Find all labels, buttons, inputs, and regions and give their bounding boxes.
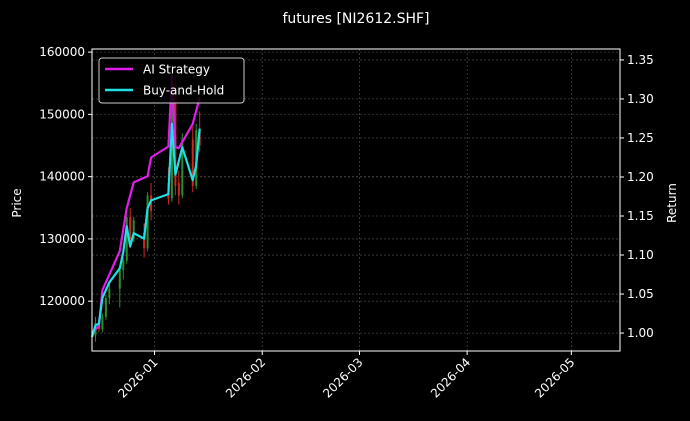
return-lines <box>90 75 201 338</box>
left-tick-label-140000: 140000 <box>39 170 85 184</box>
candle-body <box>129 217 132 239</box>
candle-2025-12-18 <box>104 294 107 320</box>
candle-body <box>125 217 128 261</box>
series-line-buy-and-hold <box>90 122 201 338</box>
right-tick-label-1-1: 1.10 <box>627 248 654 262</box>
candle-body <box>132 220 135 239</box>
candle-body <box>104 298 107 317</box>
candle-body <box>177 182 180 196</box>
candle-body <box>146 195 149 249</box>
chart-title: futures [NI2612.SHF] <box>282 11 429 27</box>
right-y-axis: 1.00 1.05 1.10 1.15 1.20 1.25 1.30 1.35 <box>620 53 654 340</box>
candle-body <box>143 232 146 249</box>
candle-body <box>122 260 125 271</box>
legend: AI Strategy Buy-and-Hold <box>98 57 245 104</box>
candle-2026-01-08 <box>177 170 180 205</box>
candle-2026-01-12 <box>191 126 194 193</box>
left-tick-label-120000: 120000 <box>39 294 85 308</box>
candle-2025-12-19 <box>108 282 111 305</box>
candle-2025-12-17 <box>101 313 104 333</box>
left-y-axis: 120000 130000 140000 150000 160000 <box>39 45 92 308</box>
candle-body <box>118 270 121 289</box>
right-tick-label-1-05: 1.05 <box>627 287 654 301</box>
candle-2025-12-30 <box>146 192 149 252</box>
series-line-ai-strategy <box>91 75 201 334</box>
right-tick-label-1-25: 1.25 <box>627 131 654 145</box>
candle-2025-12-24 <box>125 214 128 264</box>
right-tick-label-1-2: 1.20 <box>627 170 654 184</box>
candle-body <box>108 288 111 299</box>
legend-label-ai-strategy: AI Strategy <box>143 63 210 77</box>
candle-body <box>191 139 194 186</box>
legend-box <box>98 57 245 104</box>
right-tick-label-1-15: 1.15 <box>627 209 654 223</box>
plot-frame <box>91 48 621 352</box>
left-tick-label-160000: 160000 <box>39 45 85 59</box>
left-axis-label: Price <box>10 188 24 217</box>
right-axis-label: Return <box>665 183 679 223</box>
right-tick-label-1-35: 1.35 <box>627 53 654 67</box>
candle-body <box>101 316 104 330</box>
left-tick-label-150000: 150000 <box>39 107 85 121</box>
right-tick-label-1-3: 1.30 <box>627 92 654 106</box>
grid-lines <box>92 49 620 351</box>
candle-body <box>181 139 184 196</box>
candle-2025-12-23 <box>122 257 125 280</box>
legend-label-buy-and-hold: Buy-and-Hold <box>143 84 224 98</box>
candle-2025-12-22 <box>118 266 121 308</box>
candle-2025-12-26 <box>132 217 135 243</box>
left-tick-label-130000: 130000 <box>39 232 85 246</box>
right-tick-label-1: 1.00 <box>627 326 654 340</box>
